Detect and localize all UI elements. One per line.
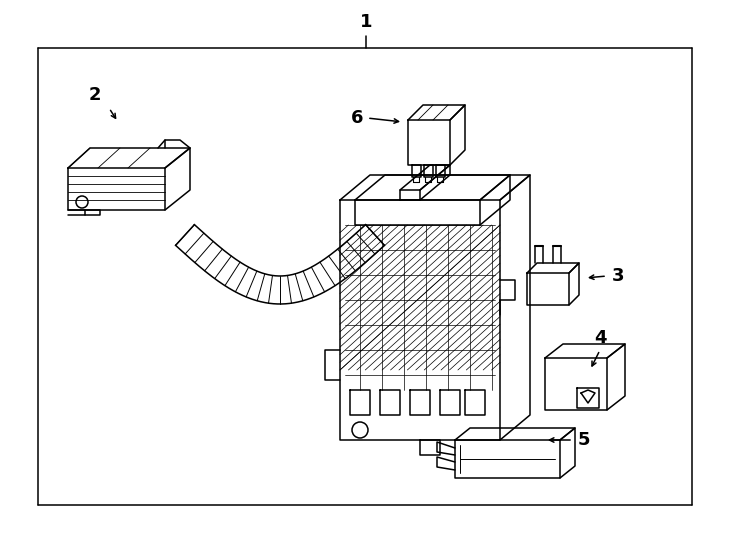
Text: 3: 3: [611, 267, 624, 285]
Text: 2: 2: [89, 86, 101, 104]
Text: 4: 4: [594, 329, 606, 347]
Text: 1: 1: [360, 13, 372, 31]
Text: 5: 5: [578, 431, 590, 449]
Text: 6: 6: [351, 109, 363, 127]
